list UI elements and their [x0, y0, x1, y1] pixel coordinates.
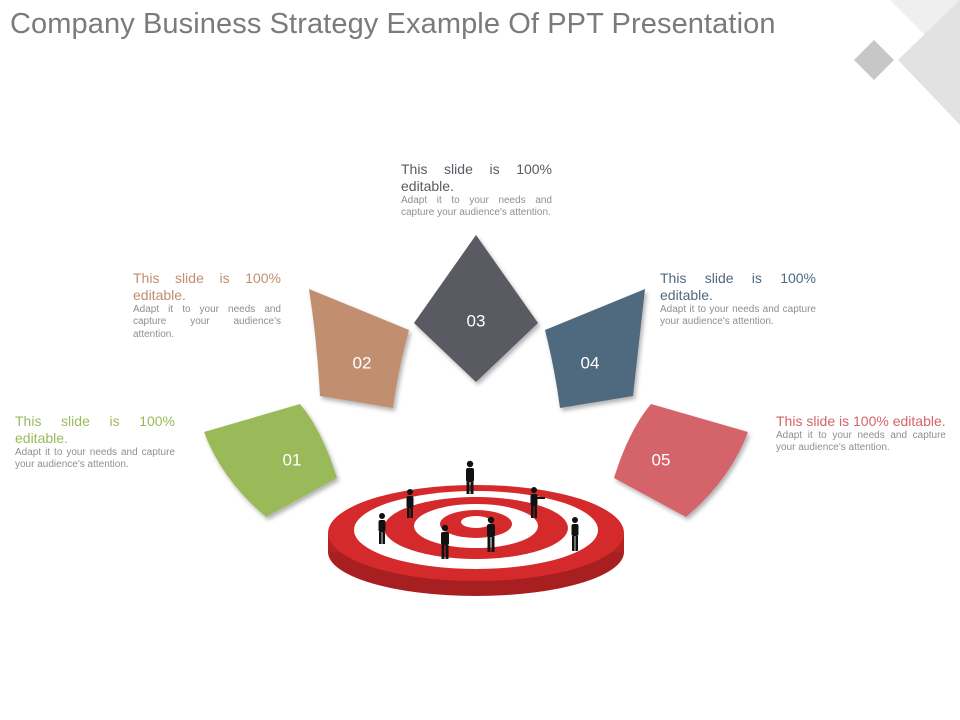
- step-2-arrow: [309, 289, 409, 408]
- step-1-number: 01: [283, 450, 302, 469]
- step-3-heading: This slide is 100% editable.: [401, 161, 552, 194]
- step-1-heading: This slide is 100% editable.: [15, 413, 175, 446]
- step-4-text: This slide is 100% editable. Adapt it to…: [660, 270, 816, 329]
- business-people-icon: [378, 460, 579, 559]
- person-icon: [406, 489, 414, 518]
- step-4-number: 04: [581, 353, 600, 372]
- step-5-heading: This slide is 100% editable.: [776, 413, 946, 429]
- step-2-body: Adapt it to your needs and capture your …: [133, 303, 281, 340]
- corner-shape-mid: [898, 0, 960, 125]
- person-icon: [378, 513, 386, 544]
- person-icon: [530, 487, 545, 518]
- step-1-arrow: [204, 404, 337, 517]
- person-icon: [441, 524, 449, 559]
- step-5-text: This slide is 100% editable. Adapt it to…: [776, 413, 946, 455]
- step-1-body: Adapt it to your needs and capture your …: [15, 446, 175, 471]
- corner-decoration: [854, 0, 960, 125]
- step-4-body: Adapt it to your needs and capture your …: [660, 303, 816, 328]
- person-icon: [466, 460, 474, 494]
- corner-diamond: [854, 40, 894, 80]
- step-3-arrow: [414, 235, 538, 382]
- step-4-heading: This slide is 100% editable.: [660, 270, 816, 303]
- step-2-heading: This slide is 100% editable.: [133, 270, 281, 303]
- step-5-arrow: [614, 404, 748, 517]
- step-5-number: 05: [652, 450, 671, 469]
- step-2-text: This slide is 100% editable. Adapt it to…: [133, 270, 281, 341]
- step-1-text: This slide is 100% editable. Adapt it to…: [15, 413, 175, 472]
- person-icon: [571, 517, 579, 551]
- target-icon: [328, 485, 624, 596]
- step-5-body: Adapt it to your needs and capture your …: [776, 429, 946, 454]
- step-3-body: Adapt it to your needs and capture your …: [401, 194, 552, 219]
- person-icon: [487, 516, 495, 552]
- step-2-number: 02: [353, 353, 372, 372]
- step-3-text: This slide is 100% editable. Adapt it to…: [401, 161, 552, 220]
- step-4-arrow: [545, 289, 645, 408]
- step-3-number: 03: [467, 311, 486, 330]
- slide-title: Company Business Strategy Example Of PPT…: [10, 8, 776, 40]
